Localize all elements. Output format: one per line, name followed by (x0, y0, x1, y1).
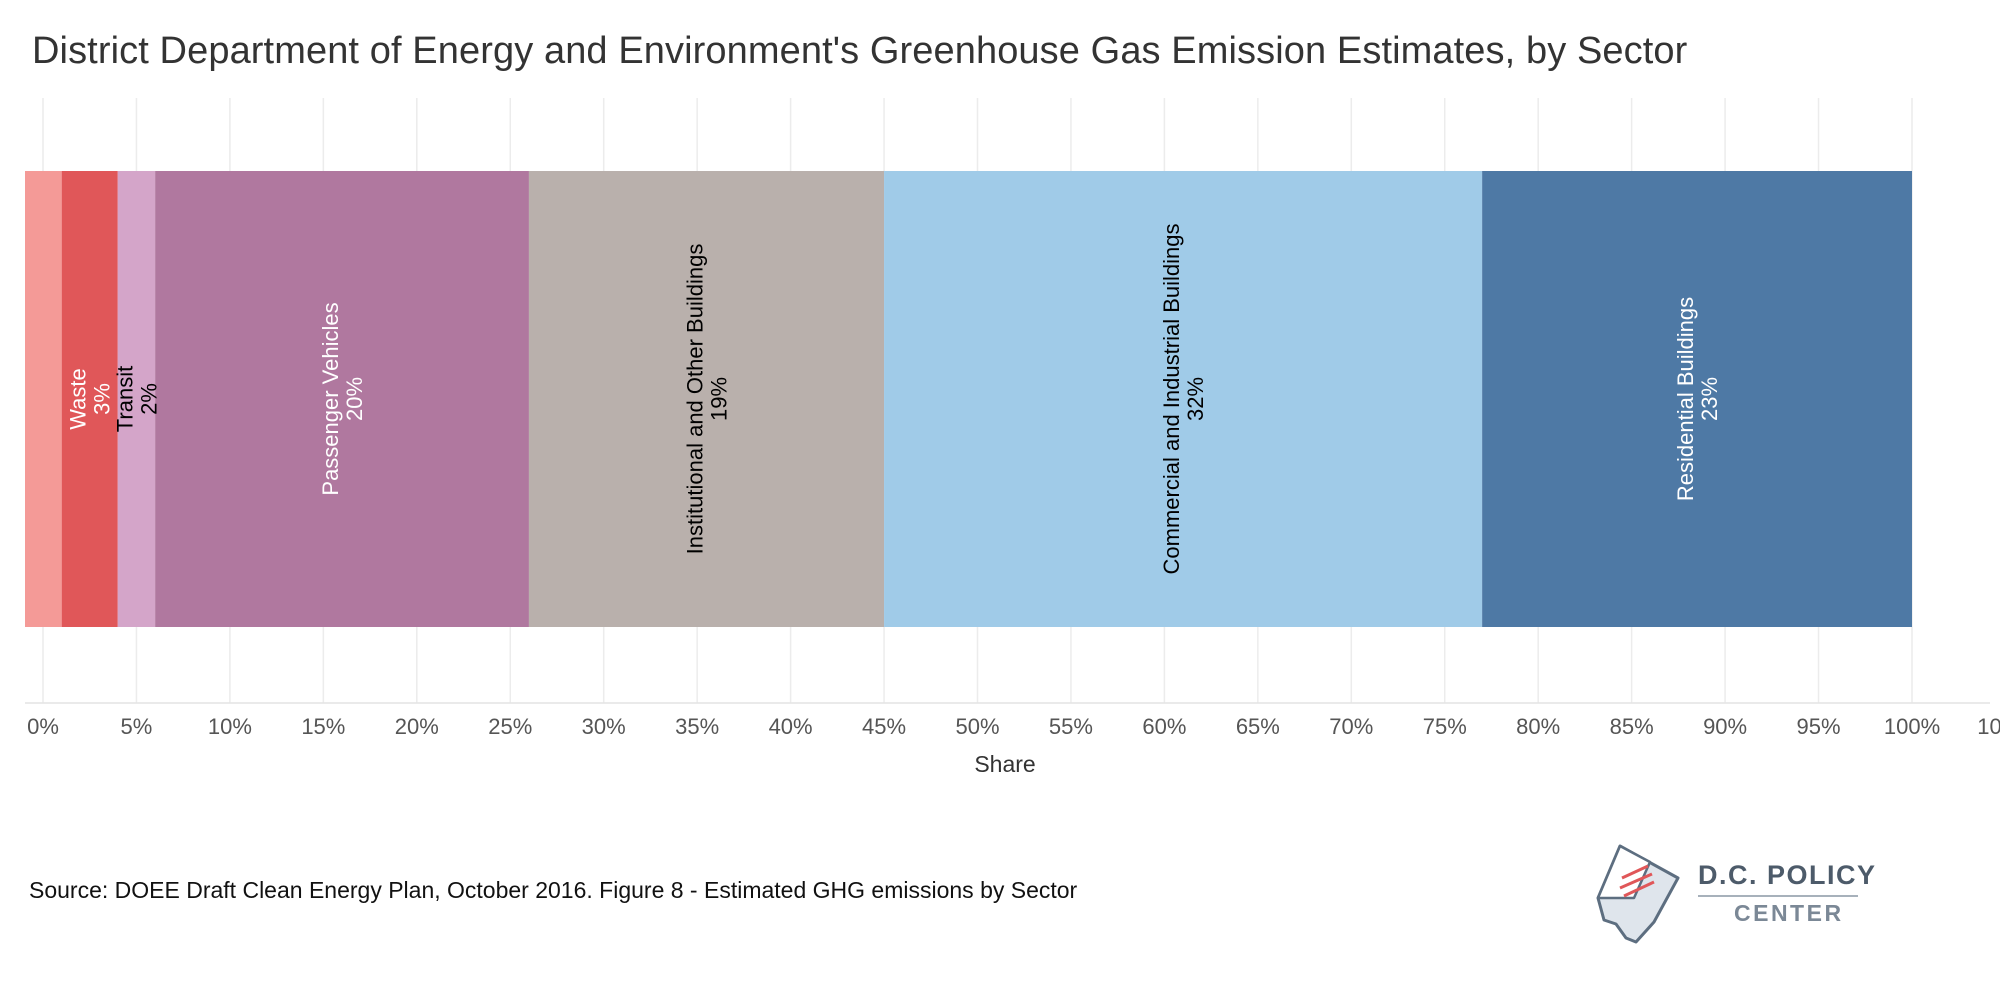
segment-value-label: 19% (706, 377, 731, 421)
logo-divider (1698, 895, 1858, 897)
segment-name-label: Transit (112, 366, 137, 432)
segment-labels: Waste 3%Transit 2% Passenger Vehicles 20% Ins… (66, 224, 1722, 575)
chart-title: District Department of Energy and Enviro… (32, 30, 1688, 72)
bar-segment (117, 171, 156, 627)
x-tick-label: 10% (208, 714, 252, 739)
bar-segment (61, 171, 118, 627)
bar-segment (528, 171, 885, 627)
segment-name-label: Residential Buildings (1673, 297, 1698, 501)
x-tick-label: 15% (301, 714, 345, 739)
segment-value-label: 23% (1697, 377, 1722, 421)
source-note: Source: DOEE Draft Clean Energy Plan, Oc… (29, 877, 1078, 903)
x-axis-title: Share (974, 751, 1035, 777)
segment-value-label: 32% (1183, 377, 1208, 421)
x-tick-label: 85% (1610, 714, 1654, 739)
x-tick-label: 105% (1977, 714, 2000, 739)
segment-label-group: Transit 2% (112, 366, 161, 432)
x-tick-label: 60% (1142, 714, 1186, 739)
x-tick-label: 75% (1423, 714, 1467, 739)
bar-segment (884, 171, 1483, 627)
logo-text-line2: CENTER (1734, 900, 1844, 926)
x-tick-label: 50% (955, 714, 999, 739)
segment-label-group: Passenger Vehicles 20% (318, 302, 367, 495)
x-tick-label: 20% (395, 714, 439, 739)
x-tick-label: 95% (1797, 714, 1841, 739)
segment-label-group: Institutional and Other Buildings 19% (682, 244, 731, 555)
segment-value-label: 2% (136, 383, 161, 415)
x-tick-label: 5% (121, 714, 153, 739)
x-tick-label: 55% (1049, 714, 1093, 739)
x-axis: 0% 5% 10% 15% 20% 25% 30% 35% 40% 45% 50% 55% 60% 65%… (25, 702, 2000, 777)
x-tick-label: 30% (582, 714, 626, 739)
dc-policy-center-logo: D.C. POLICY CENTER (1590, 838, 1890, 958)
segment-name-label: Passenger Vehicles (318, 302, 343, 495)
bar-segment (25, 171, 62, 627)
segment-value-label: 20% (342, 377, 367, 421)
segment-label-group: Residential Buildings 23% (1673, 297, 1722, 501)
x-tick-label: 25% (488, 714, 532, 739)
bar-segments (25, 171, 1912, 627)
segment-value-label: 3% (90, 383, 115, 415)
x-tick-label: 100% (1884, 714, 1940, 739)
segment-label-group: Commercial and Industrial Buildings 32% (1159, 224, 1208, 575)
segment-name-label: Institutional and Other Buildings (682, 244, 707, 555)
x-tick-label: 40% (769, 714, 813, 739)
stacked-bar-chart: Waste 3%Transit 2% Passenger Vehicles 20% Ins… (25, 98, 2000, 777)
x-tick-label: 45% (862, 714, 906, 739)
bar-segment (155, 171, 529, 627)
x-tick-label: 35% (675, 714, 719, 739)
bar-segment (1482, 171, 1912, 627)
x-tick-label: 0% (27, 714, 59, 739)
dc-map-logo-icon (1596, 844, 1680, 944)
segment-name-label: Commercial and Industrial Buildings (1159, 224, 1184, 575)
x-tick-label: 80% (1516, 714, 1560, 739)
x-tick-label: 65% (1236, 714, 1280, 739)
x-tick-label: 70% (1329, 714, 1373, 739)
segment-name-label: Waste (66, 368, 91, 430)
x-tick-label: 90% (1703, 714, 1747, 739)
logo-text-line1: D.C. POLICY (1698, 860, 1877, 890)
segment-label-group: Waste 3% (66, 368, 115, 430)
